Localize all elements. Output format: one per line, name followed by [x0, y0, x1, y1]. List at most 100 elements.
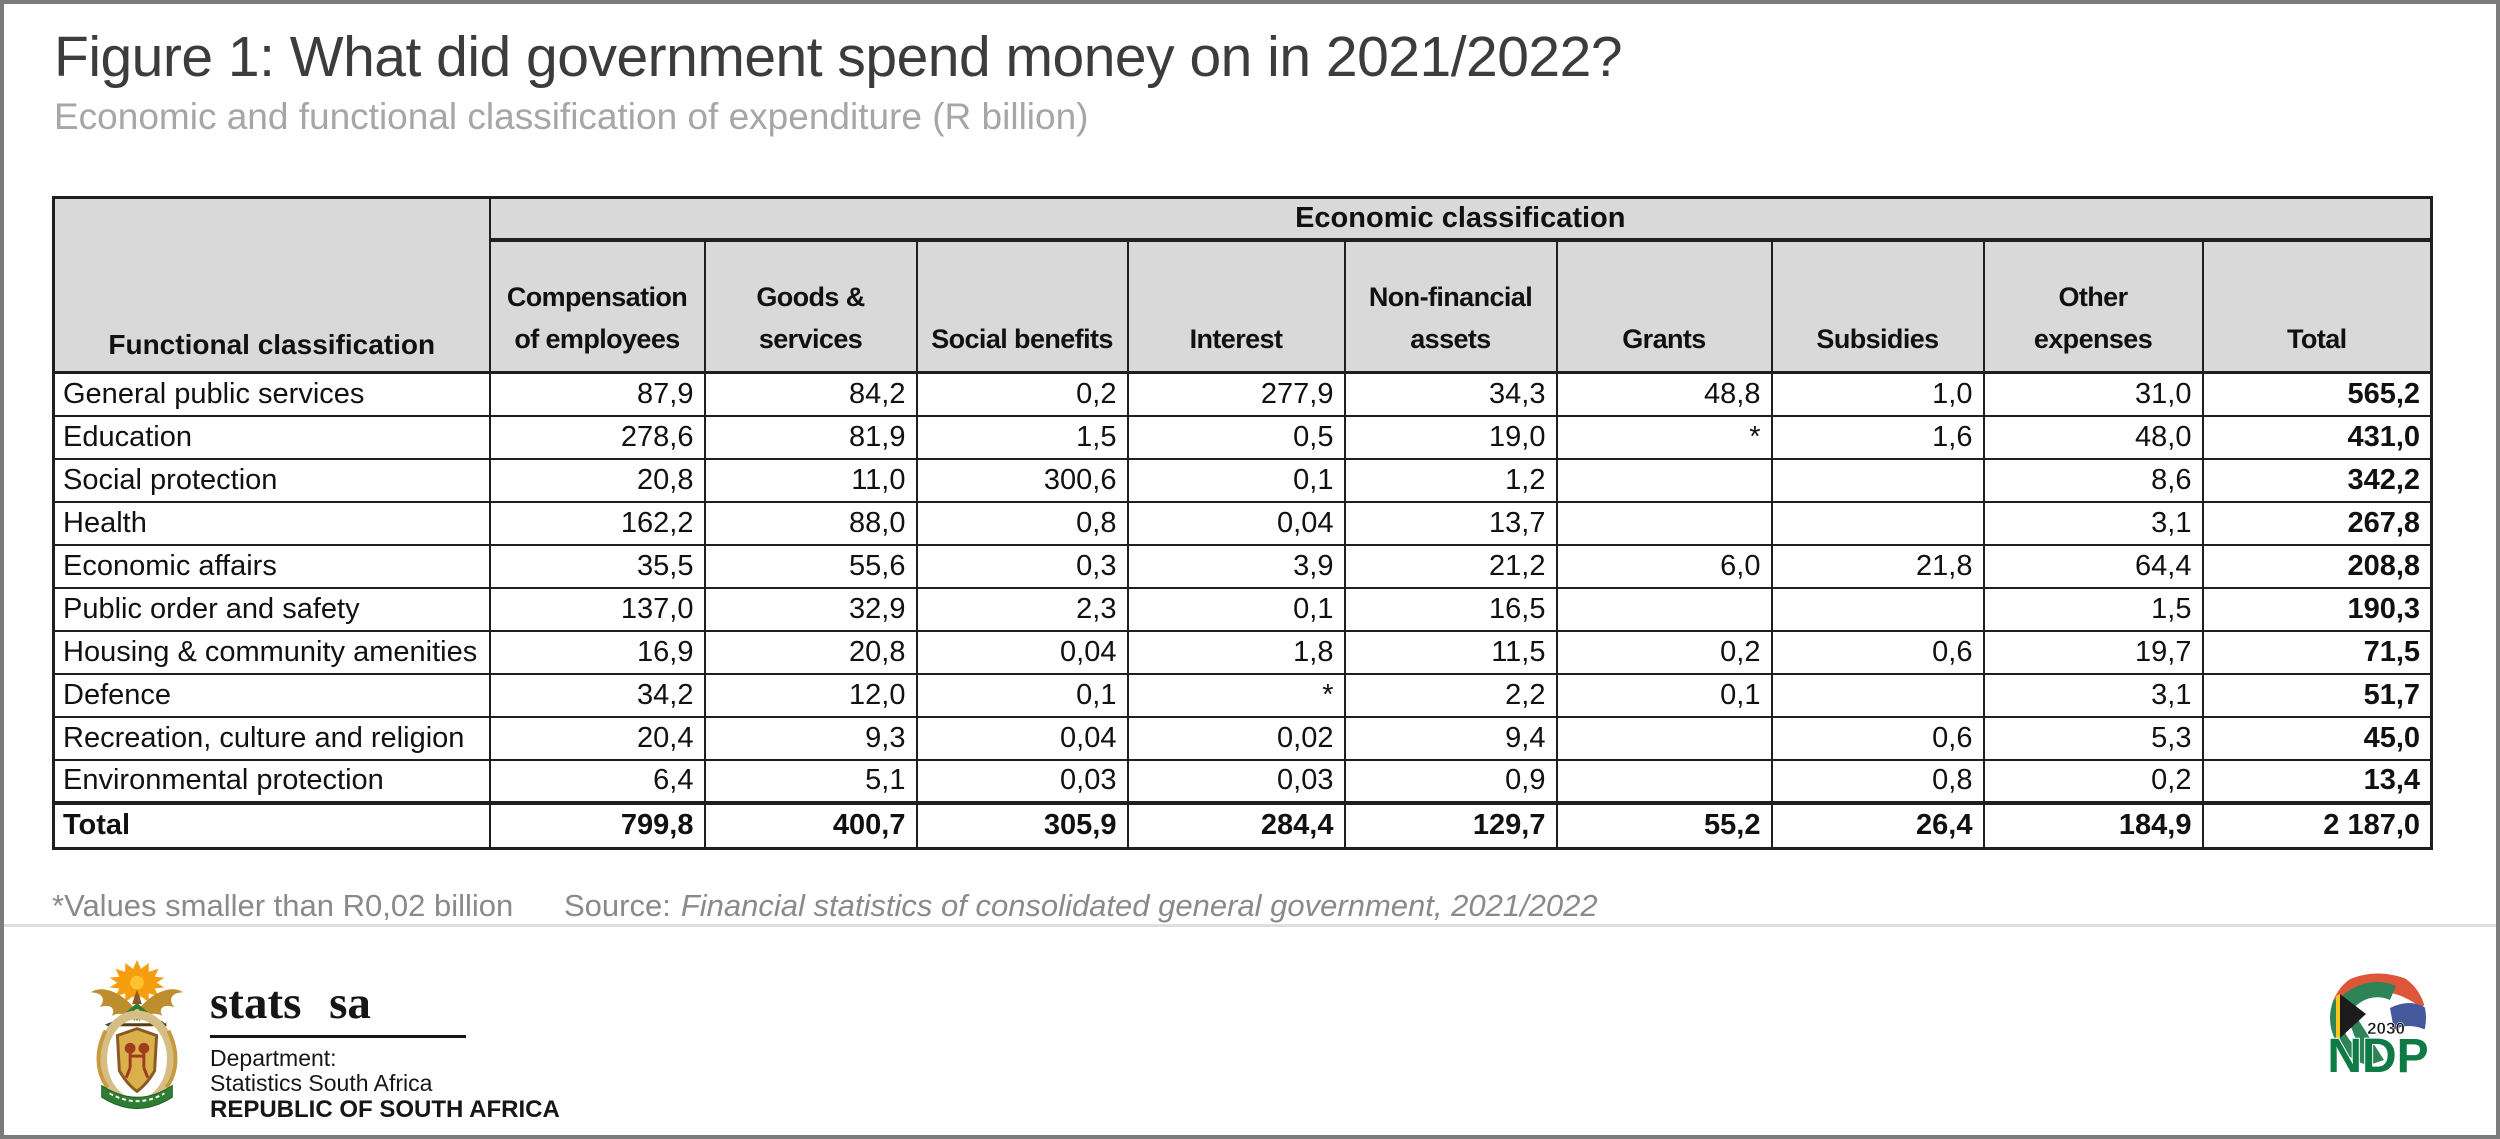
cell-value: * — [1555, 414, 1773, 460]
cell-value: 87,9 — [488, 371, 706, 417]
column-header-7: Other expenses — [1982, 238, 2204, 374]
cell-value: 11,5 — [1343, 629, 1558, 675]
row-label: Recreation, culture and religion — [52, 715, 491, 761]
row-label: Public order and safety — [52, 586, 491, 632]
cell-value: 21,8 — [1770, 543, 1985, 589]
cell-value: 71,5 — [2201, 629, 2433, 675]
cell-value: 2,2 — [1343, 672, 1558, 718]
cell-value: 2,3 — [915, 586, 1129, 632]
cell-value: 0,02 — [1126, 715, 1346, 761]
statssa-logo: stats sa Department: Statistics South Af… — [88, 960, 560, 1123]
cell-value: 0,6 — [1770, 629, 1985, 675]
cell-value: 5,3 — [1982, 715, 2204, 761]
statssa-rule — [210, 1035, 466, 1038]
table-row: Social protection 20,8 11,0 300,6 0,1 1,2 8,6 3… — [52, 457, 2433, 503]
statssa-wordmark: stats sa — [210, 977, 371, 1029]
cell-value: 31,0 — [1982, 371, 2204, 417]
page-subtitle: Economic and functional classification o… — [54, 96, 1089, 137]
row-label: Housing & community amenities — [52, 629, 491, 675]
cell-value: 6,0 — [1555, 543, 1773, 589]
cell-value: 1,0 — [1770, 371, 1985, 417]
cell-value: 0,8 — [915, 500, 1129, 546]
footer-divider — [4, 924, 2496, 927]
table-row: Defence 34,2 12,0 0,1 * 2,2 0,1 3,1 51,7 — [52, 672, 2433, 718]
cell-value: 0,2 — [1555, 629, 1773, 675]
expenditure-table: Functional classification Economic class… — [52, 196, 2434, 850]
cell-value — [1770, 586, 1985, 632]
cell-value: 45,0 — [2201, 715, 2433, 761]
cell-value: 84,2 — [703, 371, 918, 417]
ndp-2030-icon: 2030 NDP — [2326, 970, 2430, 1084]
row-label: Total — [52, 800, 491, 850]
cell-value: 0,04 — [915, 715, 1129, 761]
corner-header-functional-classification: Functional classification — [52, 196, 491, 374]
cell-value — [1555, 715, 1773, 761]
cell-value: * — [1126, 672, 1346, 718]
cell-value: 81,9 — [703, 414, 918, 460]
cell-value: 278,6 — [488, 414, 706, 460]
cell-value: 20,8 — [703, 629, 918, 675]
row-label: Social protection — [52, 457, 491, 503]
cell-value: 342,2 — [2201, 457, 2433, 503]
cell-value: 0,03 — [915, 758, 1129, 804]
table-row: Education 278,6 81,9 1,5 0,5 19,0 * 1,6 48,0 431,… — [52, 414, 2433, 460]
table-row: Housing & community amenities 16,9 20,8 0,0… — [52, 629, 2433, 675]
cell-value: 13,7 — [1343, 500, 1558, 546]
cell-value: 162,2 — [488, 500, 706, 546]
cell-value: 3,1 — [1982, 672, 2204, 718]
cell-value: 277,9 — [1126, 371, 1346, 417]
cell-value — [1770, 672, 1985, 718]
cell-value: 565,2 — [2201, 371, 2433, 417]
column-header-3: Interest — [1126, 238, 1346, 374]
cell-value: 34,2 — [488, 672, 706, 718]
row-label: Environmental protection — [52, 758, 491, 804]
cell-value: 0,2 — [915, 371, 1129, 417]
cell-value: 16,5 — [1343, 586, 1558, 632]
cell-value: 0,1 — [1555, 672, 1773, 718]
row-label: General public services — [52, 371, 491, 417]
cell-value: 34,3 — [1343, 371, 1558, 417]
cell-value: 300,6 — [915, 457, 1129, 503]
cell-value: 21,2 — [1343, 543, 1558, 589]
cell-value: 0,04 — [915, 629, 1129, 675]
ndp-acronym-label: NDP — [2327, 1030, 2428, 1083]
cell-value: 55,2 — [1555, 800, 1773, 850]
cell-value: 12,0 — [703, 672, 918, 718]
cell-value: 19,7 — [1982, 629, 2204, 675]
column-header-2: Social benefits — [915, 238, 1129, 374]
column-header-4: Non-financial assets — [1343, 238, 1558, 374]
table-body: General public services 87,9 84,2 0,2 277,9 3… — [52, 371, 2433, 850]
cell-value — [1555, 500, 1773, 546]
table-row: Economic affairs 35,5 55,6 0,3 3,9 21,2 6,0 21,… — [52, 543, 2433, 589]
table-row: Health 162,2 88,0 0,8 0,04 13,7 3,1 267,8 — [52, 500, 2433, 546]
page-title: Figure 1: What did government spend mone… — [54, 25, 1623, 89]
column-header-1: Goods & services — [703, 238, 918, 374]
cell-value: 9,4 — [1343, 715, 1558, 761]
cell-value: 0,5 — [1126, 414, 1346, 460]
total-row: Total 799,8 400,7 305,9 284,4 129,7 55,2 26,4 18… — [52, 800, 2433, 850]
cell-value: 129,7 — [1343, 800, 1558, 850]
cell-value: 0,04 — [1126, 500, 1346, 546]
cell-value: 3,9 — [1126, 543, 1346, 589]
source-line: Source: Financial statistics of consolida… — [564, 888, 1598, 924]
ndp-logo: 2030 NDP — [2320, 968, 2436, 1095]
cell-value: 35,5 — [488, 543, 706, 589]
cell-value: 20,8 — [488, 457, 706, 503]
cell-value: 0,1 — [915, 672, 1129, 718]
cell-value: 6,4 — [488, 758, 706, 804]
cell-value: 284,4 — [1126, 800, 1346, 850]
cell-value: 5,1 — [703, 758, 918, 804]
cell-value: 0,1 — [1126, 457, 1346, 503]
cell-value: 1,6 — [1770, 414, 1985, 460]
cell-value: 267,8 — [2201, 500, 2433, 546]
table-row: Environmental protection 6,4 5,1 0,03 0,03 0,… — [52, 758, 2433, 804]
cell-value: 9,3 — [703, 715, 918, 761]
cell-value: 55,6 — [703, 543, 918, 589]
cell-value: 1,5 — [1982, 586, 2204, 632]
footnote: *Values smaller than R0,02 billion — [52, 888, 514, 923]
column-header-8: Total — [2201, 238, 2433, 374]
cell-value: 0,8 — [1770, 758, 1985, 804]
column-header-5: Grants — [1555, 238, 1773, 374]
cell-value: 2 187,0 — [2201, 800, 2433, 850]
